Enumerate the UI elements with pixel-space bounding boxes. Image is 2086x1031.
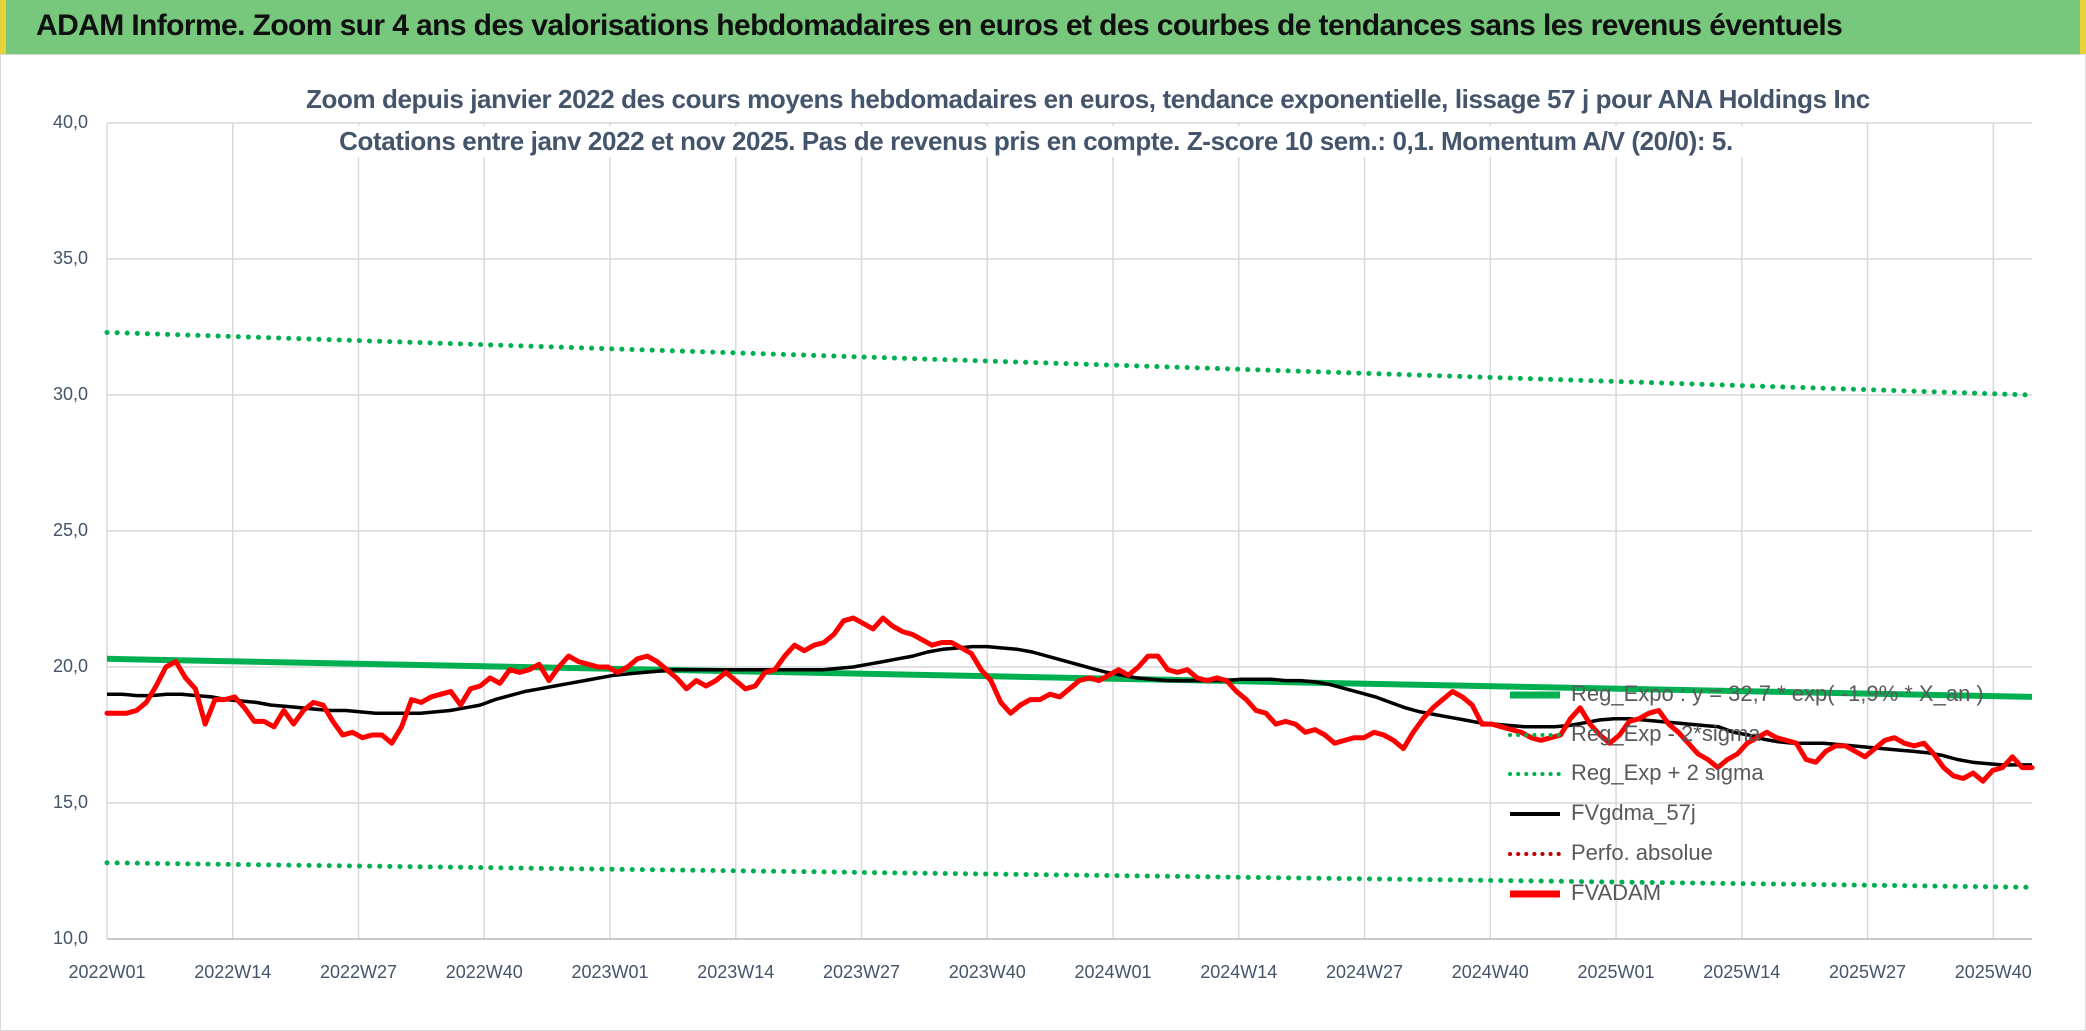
y-tick-label: 30,0 bbox=[52, 384, 88, 404]
legend-entry: Reg_Expo : y = 32,7 * exp( -1,9% * X_an … bbox=[1571, 681, 1984, 706]
y-tick-label: 25,0 bbox=[52, 520, 88, 540]
x-tick-label: 2024W14 bbox=[1200, 962, 1278, 982]
x-tick-label: 2025W01 bbox=[1577, 962, 1655, 982]
y-tick-label: 40,0 bbox=[52, 112, 88, 132]
x-tick-label: 2023W14 bbox=[697, 962, 775, 982]
y-tick-label: 15,0 bbox=[52, 792, 88, 812]
y-tick-label: 20,0 bbox=[52, 656, 88, 676]
x-tick-label: 2023W27 bbox=[822, 962, 901, 982]
chart-subtitle: Cotations entre janv 2022 et nov 2025. P… bbox=[306, 126, 1766, 157]
series-lower-2-sigma bbox=[104, 860, 2035, 890]
series-upper-2-sigma bbox=[104, 329, 2035, 398]
series-fvadam bbox=[104, 615, 2035, 784]
report-title: ADAM Informe. Zoom sur 4 ans des valoris… bbox=[36, 9, 1843, 42]
y-tick-label: 35,0 bbox=[52, 248, 88, 268]
x-tick-label: 2025W40 bbox=[1954, 962, 2032, 982]
x-tick-label: 2025W27 bbox=[1829, 962, 1907, 982]
x-tick-label: 2025W14 bbox=[1703, 962, 1781, 982]
x-tick-label: 2024W27 bbox=[1326, 962, 1404, 982]
legend-entry: Reg_Exp - 2*sigma bbox=[1571, 721, 1761, 746]
x-tick-label: 2024W01 bbox=[1074, 962, 1152, 982]
legend-entry: FVgdma_57j bbox=[1571, 800, 1696, 825]
x-tick-label: 2023W01 bbox=[571, 962, 649, 982]
legend-entry: FVADAM bbox=[1571, 880, 1662, 905]
x-tick-label: 2022W27 bbox=[319, 962, 398, 982]
report-title-banner: ADAM Informe. Zoom sur 4 ans des valoris… bbox=[0, 0, 2086, 54]
legend-entry: Perfo. absolue bbox=[1571, 840, 1713, 865]
x-tick-label: 2023W40 bbox=[948, 962, 1026, 982]
legend-entry: Reg_Exp + 2 sigma bbox=[1571, 760, 1764, 785]
series-reg-expo bbox=[106, 655, 2033, 700]
x-tick-label: 2022W40 bbox=[445, 962, 523, 982]
chart-title: Zoom depuis janvier 2022 des cours moyen… bbox=[306, 84, 1870, 115]
x-tick-label: 2024W40 bbox=[1451, 962, 1529, 982]
x-tick-label: 2022W01 bbox=[68, 962, 146, 982]
series-fvgdma-57j bbox=[107, 644, 2032, 767]
x-tick-label: 2022W14 bbox=[194, 962, 272, 982]
y-tick-label: 10,0 bbox=[52, 928, 88, 948]
